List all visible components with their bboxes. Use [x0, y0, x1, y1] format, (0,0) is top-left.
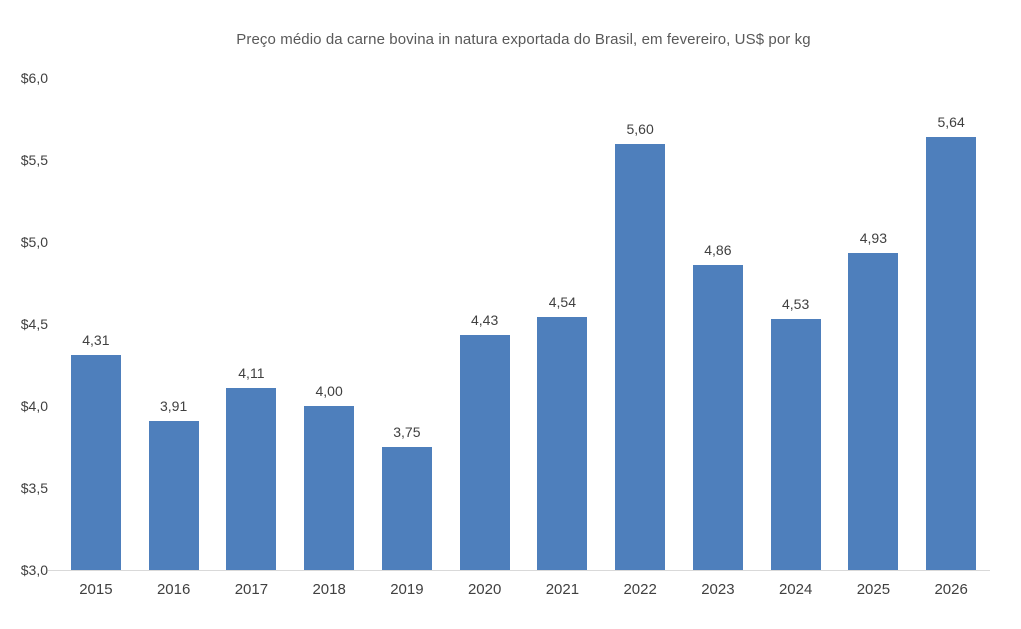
bar-value-label: 3,91	[160, 397, 188, 414]
x-axis-label: 2015	[79, 581, 113, 598]
x-axis-label: 2026	[934, 581, 968, 598]
bar-slot: 4,00 2018	[290, 78, 368, 598]
bar	[226, 387, 277, 570]
bar-slot: 4,86 2023	[679, 78, 757, 598]
plot-area: 4,31 2015 3,91 2016 4,11 2017 4,00 2018 3,75 2019…	[57, 78, 990, 598]
bar-slot: 4,11 2017	[213, 78, 291, 598]
bar-value-label: 5,60	[626, 120, 654, 137]
bar-value-label: 4,93	[859, 230, 887, 247]
bar-slot: 3,75 2019	[368, 78, 446, 598]
bar-slot: 4,43 2020	[446, 78, 524, 598]
bar-slot: 4,53 2024	[757, 78, 835, 598]
x-axis-label: 2023	[701, 581, 735, 598]
bar-value-label: 4,31	[82, 332, 110, 349]
x-axis-line	[48, 570, 990, 571]
bar-slot: 5,60 2022	[601, 78, 679, 598]
bar-value-label: 5,64	[937, 114, 965, 131]
y-tick-label: $5,5	[20, 152, 48, 168]
bar	[692, 264, 743, 570]
bar-value-label: 4,11	[238, 364, 265, 381]
x-axis-label: 2020	[467, 581, 502, 598]
bar-value-label: 4,54	[548, 294, 576, 311]
x-axis-label: 2017	[234, 581, 269, 598]
y-axis: $6,0 $5,5 $5,0 $4,5 $4,0 $3,5 $3,0	[0, 0, 48, 629]
bar-value-label: 3,75	[393, 424, 421, 440]
bar	[770, 319, 821, 570]
bar	[848, 253, 899, 570]
bar	[459, 335, 510, 570]
bar-value-label: 4,43	[471, 312, 499, 329]
bar	[148, 420, 199, 570]
y-tick-label: $3,5	[20, 480, 48, 496]
x-axis-label: 2019	[390, 581, 424, 598]
bar-slot: 5,64 2026	[912, 78, 990, 598]
bar-value-label: 4,53	[782, 296, 810, 313]
bar-value-label: 4,86	[704, 241, 732, 258]
y-tick-label: $3,0	[20, 562, 48, 578]
x-axis-label: 2025	[856, 581, 891, 598]
bar-slot: 4,93 2025	[835, 78, 913, 598]
x-axis-label: 2024	[778, 581, 813, 598]
bar-slot: 4,31 2015	[57, 78, 135, 598]
bar	[304, 406, 355, 570]
bar-slot: 4,54 2021	[524, 78, 602, 598]
bar-value-label: 4,00	[315, 383, 343, 399]
y-tick-label: $4,5	[20, 316, 48, 332]
y-tick-label: $5,0	[20, 234, 48, 250]
bar	[70, 355, 121, 570]
y-tick-label: $6,0	[20, 70, 48, 86]
bar	[537, 317, 588, 570]
bar	[381, 447, 432, 570]
bar	[926, 137, 977, 570]
bar-slot: 3,91 2016	[135, 78, 213, 598]
x-axis-label: 2021	[545, 581, 580, 598]
y-tick-label: $4,0	[20, 398, 48, 414]
x-axis-label: 2018	[312, 581, 346, 598]
chart-title: Preço médio da carne bovina in natura ex…	[236, 31, 811, 48]
bar	[615, 143, 666, 570]
x-axis-label: 2016	[156, 581, 191, 598]
x-axis-label: 2022	[623, 581, 657, 598]
